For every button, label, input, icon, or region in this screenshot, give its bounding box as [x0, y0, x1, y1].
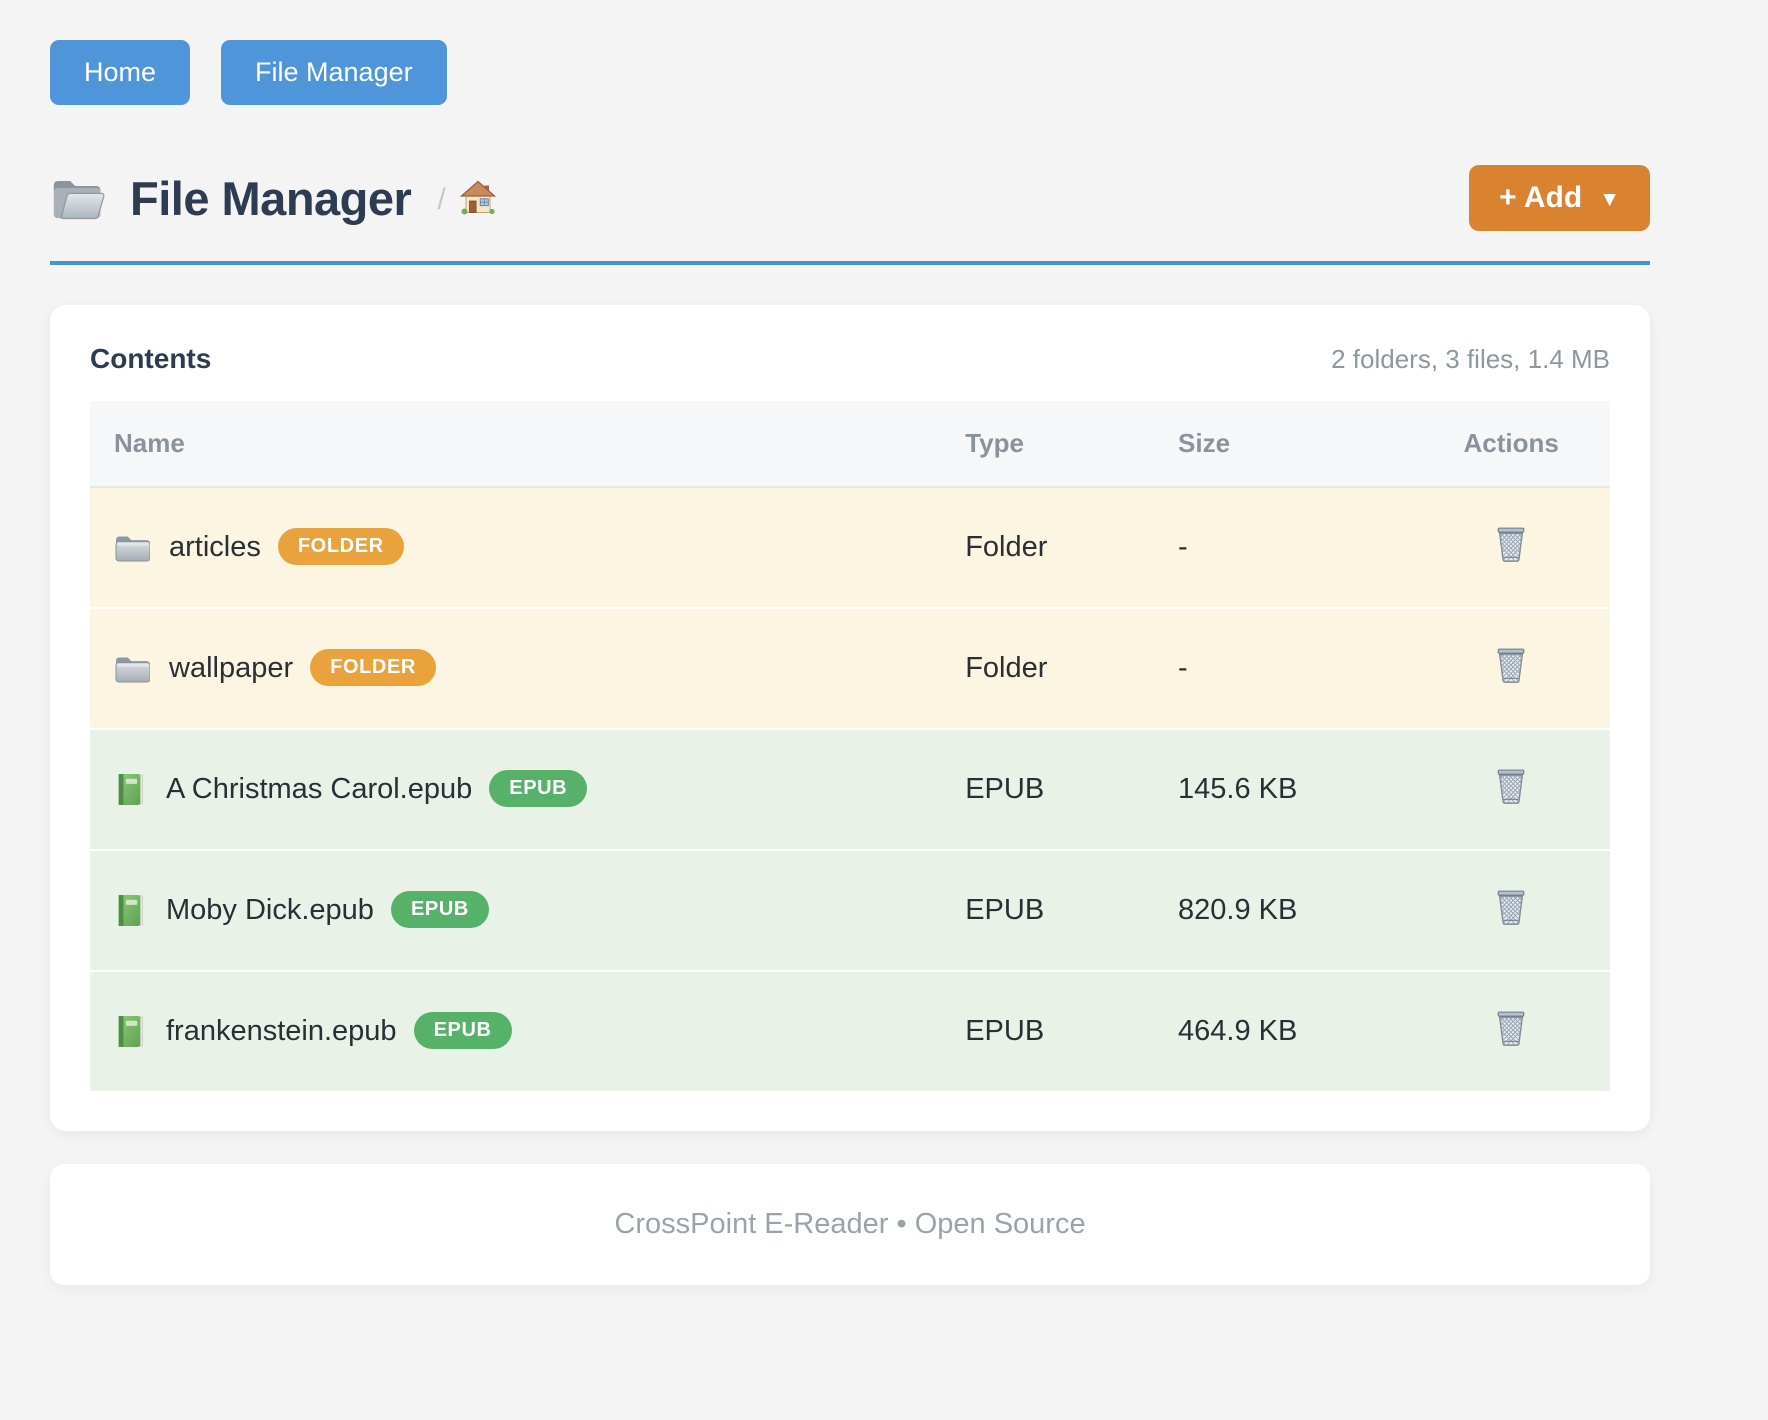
type-badge: FOLDER — [310, 649, 436, 687]
type-cell: EPUB — [941, 970, 1154, 1092]
footer-text: CrossPoint E-Reader • Open Source — [614, 1208, 1086, 1241]
table-row: wallpaper FOLDER Folder - — [90, 607, 1610, 730]
folder-link[interactable]: wallpaper FOLDER — [114, 649, 917, 687]
type-cell: EPUB — [941, 728, 1154, 851]
delete-button[interactable] — [1492, 644, 1530, 687]
size-cell: 145.6 KB — [1154, 728, 1413, 851]
folder-icon — [114, 653, 150, 685]
delete-button[interactable] — [1492, 886, 1530, 929]
house-icon[interactable] — [458, 178, 498, 218]
delete-button[interactable] — [1492, 523, 1530, 566]
size-cell: - — [1154, 486, 1413, 609]
column-header-name: Name — [90, 401, 942, 488]
file-link[interactable]: frankenstein.epub EPUB — [114, 1012, 917, 1050]
contents-summary: 2 folders, 3 files, 1.4 MB — [1331, 344, 1610, 375]
column-header-actions: Actions — [1412, 401, 1610, 488]
file-manager-button[interactable]: File Manager — [221, 40, 447, 106]
trash-icon — [1494, 1009, 1528, 1048]
breadcrumb: / — [437, 178, 497, 218]
book-icon — [114, 893, 145, 928]
page-title: File Manager — [130, 171, 412, 225]
size-cell: - — [1154, 607, 1413, 730]
table-row: Moby Dick.epub EPUB EPUB 820.9 KB — [90, 849, 1610, 972]
column-header-size: Size — [1154, 401, 1413, 488]
file-name: wallpaper — [169, 652, 294, 685]
delete-button[interactable] — [1492, 765, 1530, 808]
folder-icon — [114, 532, 150, 564]
table-row: articles FOLDER Folder - — [90, 486, 1610, 609]
delete-button[interactable] — [1492, 1007, 1530, 1050]
home-button[interactable]: Home — [50, 40, 191, 106]
type-cell: Folder — [941, 607, 1154, 730]
type-cell: Folder — [941, 486, 1154, 609]
file-link[interactable]: A Christmas Carol.epub EPUB — [114, 770, 917, 808]
size-cell: 820.9 KB — [1154, 849, 1413, 972]
trash-icon — [1494, 525, 1528, 564]
file-link[interactable]: Moby Dick.epub EPUB — [114, 891, 917, 929]
folder-open-icon — [50, 174, 108, 222]
contents-heading: Contents — [90, 343, 212, 375]
top-nav: Home File Manager — [50, 40, 1650, 106]
type-badge: EPUB — [413, 1012, 512, 1050]
trash-icon — [1494, 888, 1528, 927]
file-name: frankenstein.epub — [166, 1015, 397, 1048]
add-button-label: + Add — [1499, 181, 1583, 215]
file-name: articles — [169, 531, 261, 564]
breadcrumb-separator: / — [437, 183, 446, 217]
table-row: frankenstein.epub EPUB EPUB 464.9 KB — [90, 970, 1610, 1092]
book-icon — [114, 1014, 145, 1049]
add-button[interactable]: + Add ▼ — [1469, 165, 1650, 232]
trash-icon — [1494, 646, 1528, 685]
size-cell: 464.9 KB — [1154, 970, 1413, 1092]
footer: CrossPoint E-Reader • Open Source — [50, 1164, 1650, 1286]
table-row: A Christmas Carol.epub EPUB EPUB 145.6 K… — [90, 728, 1610, 851]
file-name: Moby Dick.epub — [166, 894, 374, 927]
folder-link[interactable]: articles FOLDER — [114, 528, 917, 566]
type-badge: EPUB — [390, 891, 489, 929]
title-underline — [50, 261, 1650, 266]
column-header-type: Type — [941, 401, 1154, 488]
caret-down-icon: ▼ — [1599, 187, 1620, 211]
files-table: Name Type Size Actions articles FOLDER F… — [90, 401, 1610, 1092]
page-header: File Manager / + Add ▼ — [50, 165, 1650, 232]
type-badge: EPUB — [489, 770, 588, 808]
type-badge: FOLDER — [277, 528, 404, 566]
trash-icon — [1494, 767, 1528, 806]
type-cell: EPUB — [941, 849, 1154, 972]
book-icon — [114, 772, 145, 807]
table-header-row: Name Type Size Actions — [90, 401, 1610, 488]
file-name: A Christmas Carol.epub — [166, 773, 473, 806]
contents-card: Contents 2 folders, 3 files, 1.4 MB Name… — [50, 305, 1650, 1132]
